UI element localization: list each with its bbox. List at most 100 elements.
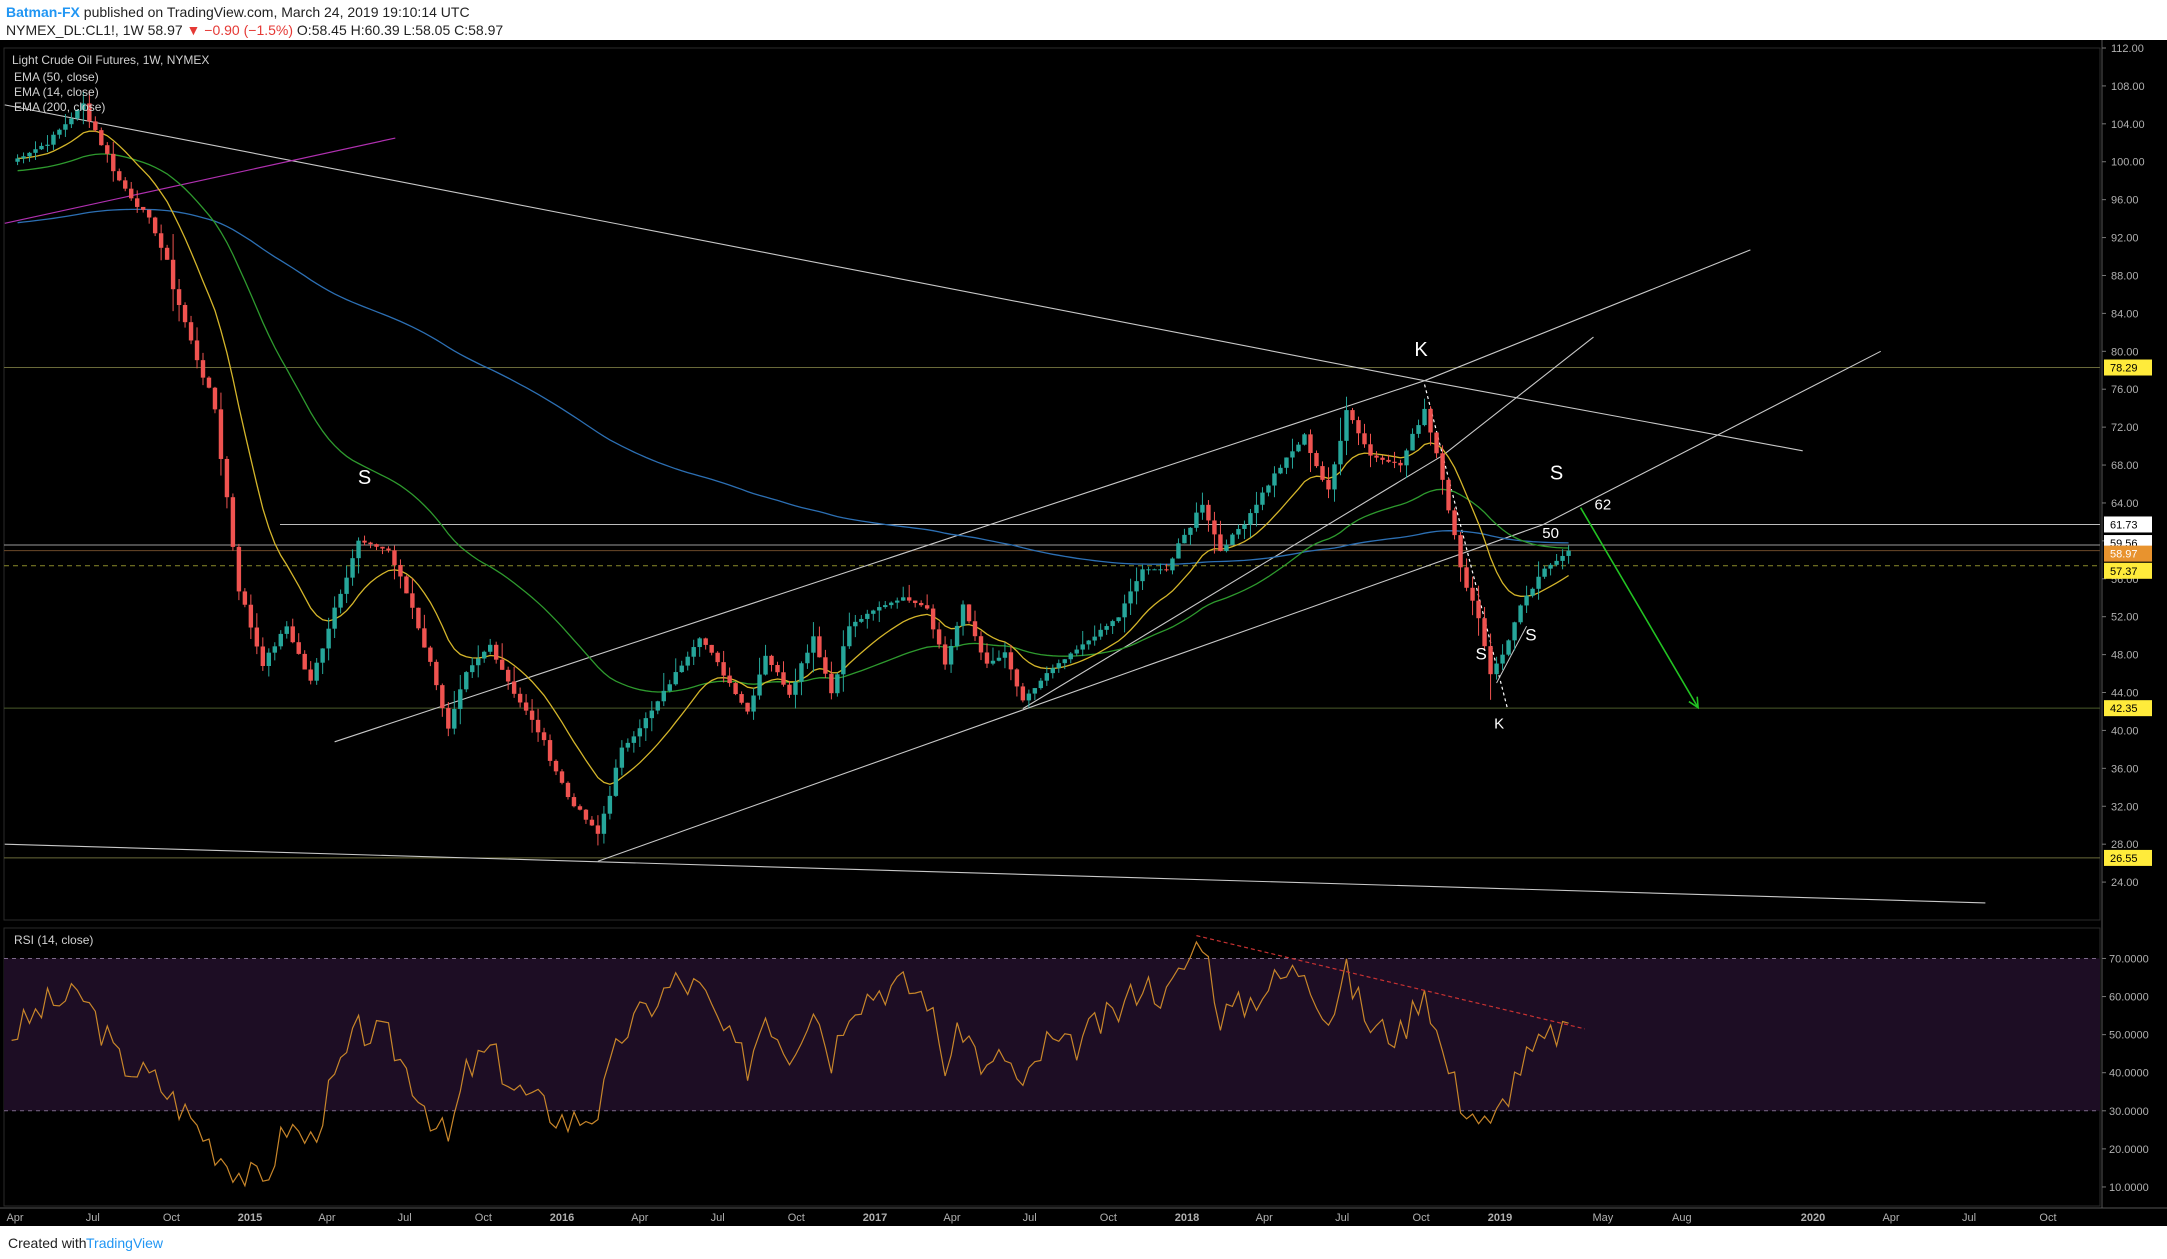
candle-body: [972, 621, 978, 637]
trendline: [597, 524, 1544, 862]
candle-body: [1428, 408, 1433, 433]
candle-body: [1290, 451, 1295, 458]
candle-body: [1500, 654, 1505, 664]
candle-body: [703, 638, 708, 645]
candle-body: [1368, 444, 1373, 456]
ema14-line: [17, 130, 1569, 785]
time-tick-label: Jul: [1335, 1212, 1349, 1224]
tradingview-logo[interactable]: TradingView: [86, 1235, 164, 1251]
time-tick-label: Aug: [1672, 1212, 1692, 1224]
candle-body: [57, 129, 62, 135]
candle-body: [1332, 464, 1337, 490]
candle-body: [350, 558, 355, 578]
candle-body: [1230, 534, 1235, 545]
candle-body: [930, 608, 936, 630]
rsi-line: [11, 940, 1569, 1188]
candle-body: [805, 652, 810, 664]
candle-body: [1506, 640, 1511, 655]
author-link[interactable]: Batman-FX: [6, 4, 80, 20]
candle-body: [1374, 455, 1379, 458]
candle-body: [1314, 453, 1319, 467]
price-tick-label: 72.00: [2111, 422, 2139, 434]
price-tick-label: 88.00: [2111, 270, 2139, 282]
annotation-label: 50: [1542, 525, 1559, 542]
candle-body: [99, 130, 104, 146]
candle-body: [314, 662, 319, 681]
candle-body: [1446, 479, 1451, 511]
price-label-box: [2104, 700, 2152, 717]
candle-body: [1044, 673, 1050, 681]
candle-body: [1080, 644, 1085, 650]
candle-body: [1512, 622, 1517, 641]
candle-body: [1248, 513, 1253, 525]
price-label: 78.29: [2110, 363, 2138, 375]
candle-body: [727, 675, 732, 684]
trendline: [1542, 350, 1881, 526]
candle-body: [954, 625, 960, 646]
candle-body: [1296, 444, 1301, 452]
price-tick-label: 84.00: [2111, 308, 2139, 320]
candle-body: [697, 638, 702, 648]
candle-body: [493, 644, 499, 660]
candle-body: [787, 684, 792, 695]
price-label: 57.37: [2110, 566, 2138, 578]
candle-body: [206, 377, 212, 388]
candle-body: [476, 658, 481, 666]
candle-body: [901, 597, 906, 601]
candle-body: [942, 644, 948, 665]
candle-body: [1488, 646, 1493, 675]
candle-body: [948, 645, 954, 665]
candle-body: [1344, 410, 1349, 441]
candle-body: [1242, 524, 1247, 529]
candle-body: [775, 665, 780, 673]
time-tick-label: Oct: [163, 1212, 180, 1224]
candle-body: [392, 550, 397, 565]
time-tick-label: Oct: [788, 1212, 805, 1224]
candle-body: [302, 653, 307, 670]
rsi-tick-label: 30.0000: [2109, 1106, 2149, 1118]
candle-body: [583, 809, 589, 820]
candle-body: [912, 600, 918, 603]
candle-body: [511, 681, 517, 694]
candle-body: [1440, 453, 1445, 480]
candle-body: [547, 740, 553, 761]
time-tick-label: 2015: [238, 1212, 262, 1224]
candle-body: [1140, 569, 1145, 582]
candle-body: [464, 672, 469, 690]
candle-body: [1422, 408, 1427, 426]
time-tick-label: 2019: [1488, 1212, 1512, 1224]
candle-body: [278, 633, 283, 647]
time-tick-label: Oct: [1100, 1212, 1117, 1224]
candle-body: [212, 387, 218, 410]
candle-body: [1308, 434, 1313, 454]
candle-body: [105, 145, 110, 154]
chart-header: Batman-FX published on TradingView.com, …: [0, 0, 2167, 40]
price-panel: [3, 47, 2101, 921]
candle-body: [230, 497, 236, 547]
candle-body: [1320, 466, 1325, 480]
candle-body: [936, 629, 942, 645]
candle-body: [1092, 636, 1097, 641]
candle-body: [906, 597, 912, 601]
down-arrow-icon: ▼: [186, 22, 201, 38]
candle-body: [176, 289, 182, 306]
candle-body: [135, 198, 140, 207]
candle-body: [27, 152, 32, 157]
candle-body: [685, 656, 690, 666]
price-label-box: [2104, 359, 2152, 376]
candle-body: [1224, 544, 1229, 551]
rsi-band: [4, 958, 2100, 1111]
candle-body: [523, 702, 529, 711]
candle-body: [733, 683, 738, 695]
trendline: [4, 843, 1986, 904]
price-label-box: [2104, 545, 2152, 562]
price-chart[interactable]: 24.00 28.00 32.00 36.00 40.00 44.00 48.00 52.00…: [0, 40, 2167, 1226]
price-label: 42.35: [2110, 703, 2138, 715]
annotation-label: S: [358, 467, 371, 489]
candle-body: [589, 819, 595, 826]
legend-rsi: RSI (14, close): [14, 933, 93, 947]
candle-body: [595, 825, 601, 834]
candle-body: [45, 144, 50, 146]
time-tick-label: Jul: [86, 1212, 100, 1224]
candle-body: [272, 646, 277, 653]
